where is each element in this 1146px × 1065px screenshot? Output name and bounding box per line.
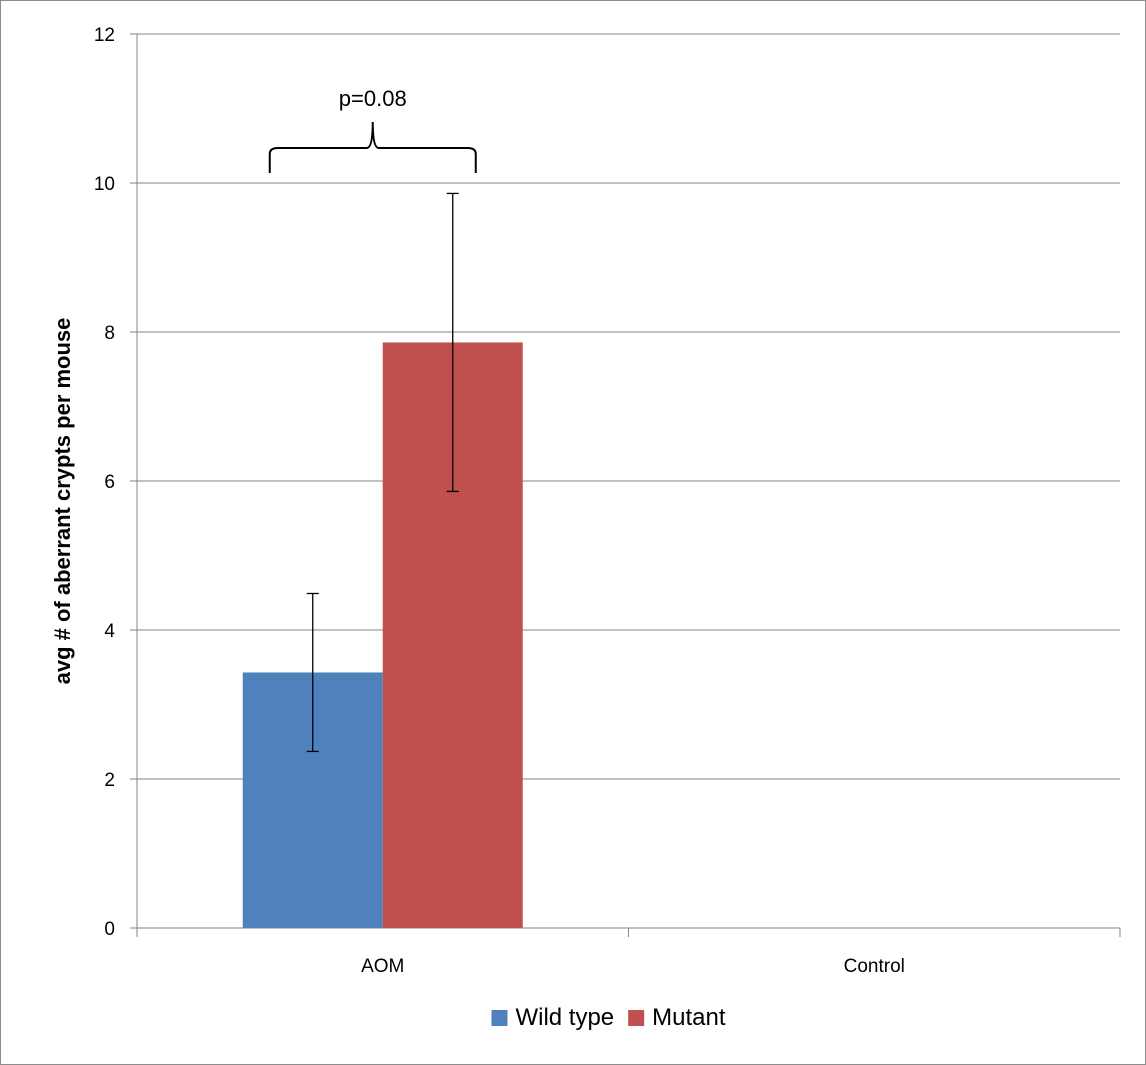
significance-bracket: [268, 121, 477, 173]
gridlines: [137, 33, 1120, 780]
y-tick-label: 8: [104, 323, 115, 344]
y-axis-label: avg # of aberrant crypts per mouse: [50, 318, 75, 685]
legend-swatch: [628, 1010, 645, 1026]
y-tick-label: 12: [94, 25, 115, 46]
legend-label: Mutant: [652, 1004, 726, 1031]
legend-swatch: [491, 1010, 508, 1026]
annotations: p=0.08: [268, 86, 477, 173]
axes: 0 2 4 6 8 10 12 AOM Control: [94, 25, 1121, 977]
p-value-label: p=0.08: [339, 86, 407, 111]
y-tick-label: 0: [104, 919, 115, 940]
y-tick-label: 10: [94, 174, 115, 195]
y-tick-label: 6: [104, 472, 115, 493]
y-tick-label: 2: [104, 770, 115, 791]
y-tick-label: 4: [104, 621, 115, 642]
x-category-label: Control: [844, 956, 905, 977]
x-category-label: AOM: [361, 956, 404, 977]
bars: [242, 342, 523, 928]
legend-label: Wild type: [515, 1004, 614, 1031]
error-bars: [306, 192, 459, 753]
legend: Wild type Mutant: [491, 1004, 726, 1031]
